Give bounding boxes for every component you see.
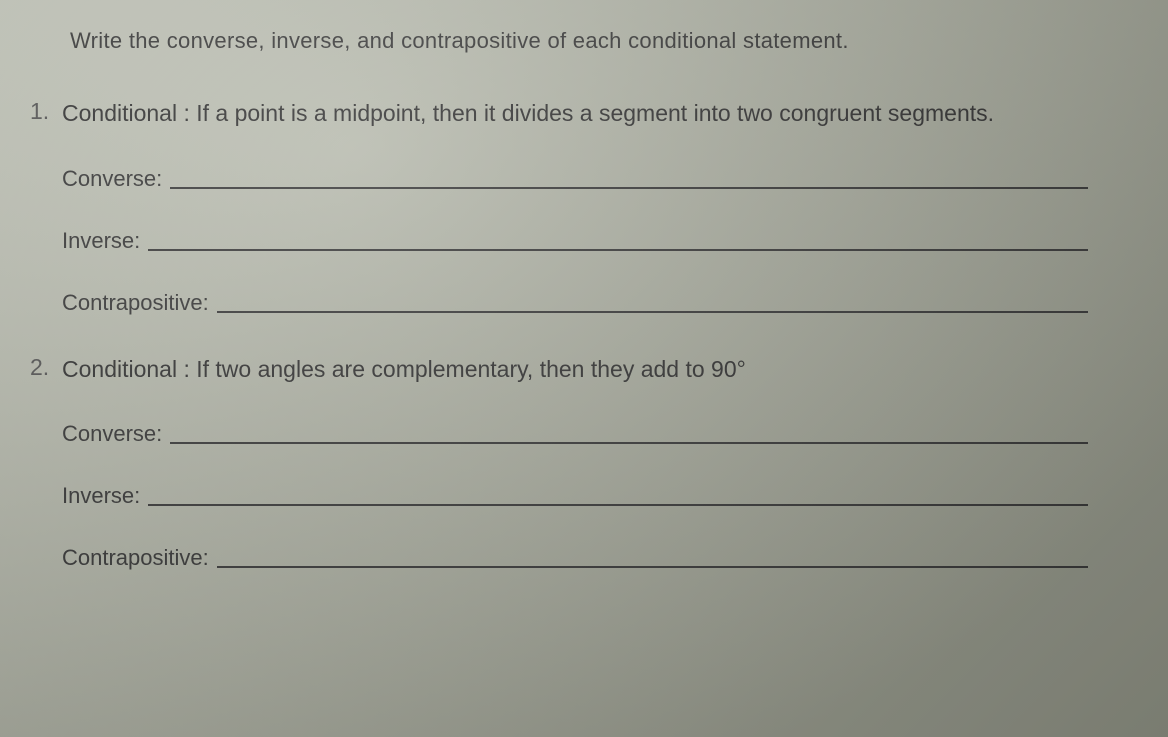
worksheet-page: Write the converse, inverse, and contrap…: [30, 28, 1108, 571]
problem-2-header: 2. Conditional : If two angles are compl…: [30, 352, 1108, 388]
converse-label: Converse:: [62, 421, 162, 447]
conditional-statement: Conditional : If a point is a midpoint, …: [62, 96, 1108, 132]
problem-number: 1.: [30, 98, 62, 125]
blank-line[interactable]: [217, 311, 1088, 313]
problem-2: 2. Conditional : If two angles are compl…: [30, 352, 1108, 572]
blank-line[interactable]: [148, 504, 1088, 506]
converse-row: Converse:: [62, 166, 1108, 192]
worksheet-instruction: Write the converse, inverse, and contrap…: [70, 28, 1108, 54]
converse-label: Converse:: [62, 166, 162, 192]
contrapositive-row: Contrapositive:: [62, 290, 1108, 316]
contrapositive-row: Contrapositive:: [62, 545, 1108, 571]
contrapositive-label: Contrapositive:: [62, 290, 209, 316]
blank-line[interactable]: [170, 187, 1088, 189]
blank-line[interactable]: [148, 249, 1088, 251]
conditional-text: If a point is a midpoint, then it divide…: [196, 100, 994, 126]
inverse-row: Inverse:: [62, 483, 1108, 509]
conditional-text: If two angles are complementary, then th…: [196, 356, 746, 382]
blank-line[interactable]: [170, 442, 1088, 444]
inverse-label: Inverse:: [62, 228, 140, 254]
conditional-statement: Conditional : If two angles are compleme…: [62, 352, 1108, 388]
blank-line[interactable]: [217, 566, 1088, 568]
inverse-label: Inverse:: [62, 483, 140, 509]
converse-row: Converse:: [62, 421, 1108, 447]
contrapositive-label: Contrapositive:: [62, 545, 209, 571]
inverse-row: Inverse:: [62, 228, 1108, 254]
problem-1-header: 1. Conditional : If a point is a midpoin…: [30, 96, 1108, 132]
problem-1: 1. Conditional : If a point is a midpoin…: [30, 96, 1108, 316]
conditional-label: Conditional :: [62, 356, 190, 382]
problem-number: 2.: [30, 354, 62, 381]
conditional-label: Conditional :: [62, 100, 190, 126]
